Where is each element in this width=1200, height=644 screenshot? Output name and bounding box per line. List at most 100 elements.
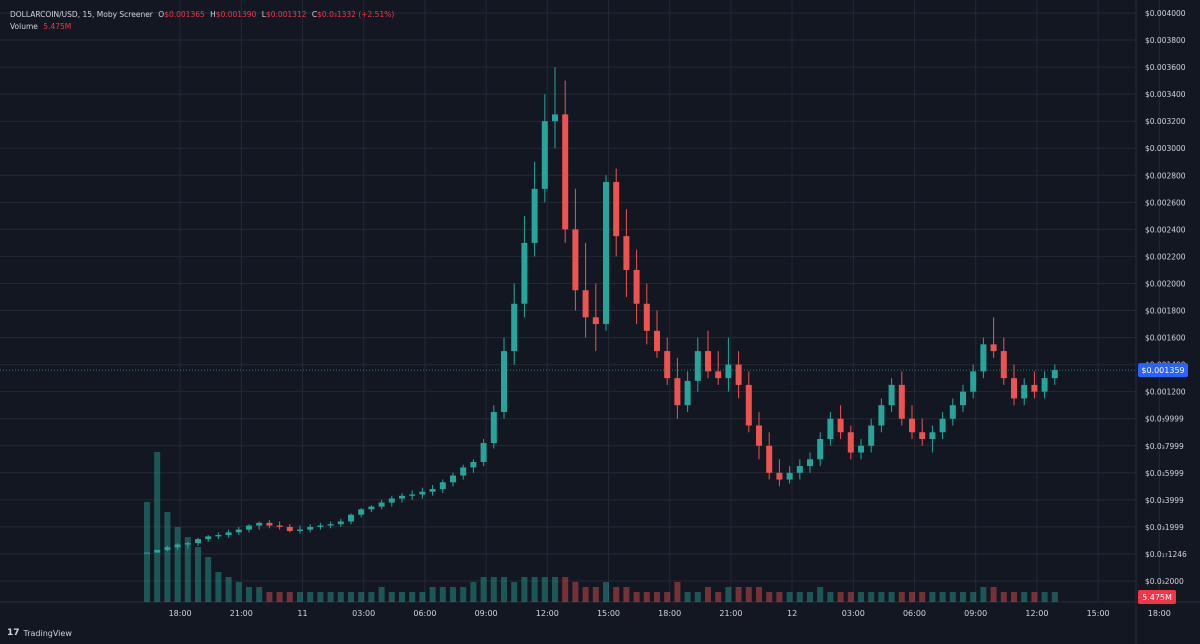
low-value: $0.001312 — [265, 10, 307, 19]
candle-body — [531, 188, 538, 243]
time-tick-label: 09:00 — [475, 609, 498, 618]
price-tick-label: $0.0₁₇1246 — [1145, 550, 1187, 559]
candle-body — [205, 536, 212, 540]
volume-value: 5.475M — [43, 22, 72, 31]
candle-body — [429, 489, 436, 492]
candle-body — [613, 182, 620, 237]
price-tick-label: $0.002800 — [1145, 171, 1186, 180]
price-tick-label: $0.004000 — [1145, 9, 1186, 18]
candle-body — [256, 522, 263, 526]
volume-bar — [909, 592, 915, 602]
candle-body — [898, 384, 905, 419]
last-price-tag-label: $0.001359 — [1141, 366, 1184, 375]
volume-bar — [623, 587, 630, 602]
volume-bar — [817, 587, 824, 602]
volume-bar — [184, 537, 191, 602]
candle-body — [154, 549, 161, 553]
high-value: $0.001390 — [215, 10, 257, 19]
close-label: C — [311, 10, 318, 19]
time-tick-label: 15:00 — [1087, 609, 1110, 618]
price-axis[interactable]: $0.004000 $0.003800 $0.003600 $0.003400 $0.0… — [1145, 9, 1187, 586]
candle-body — [358, 509, 365, 515]
candle-body — [970, 371, 977, 392]
axis-tags: $0.001359 5.475M — [0, 363, 1188, 604]
candle-body — [694, 351, 701, 381]
volume-bar — [1041, 592, 1048, 602]
volume-bar — [521, 577, 528, 602]
volume-bar — [368, 592, 375, 602]
volume-bar — [511, 582, 518, 602]
volume-bar — [378, 587, 385, 602]
candle-body — [144, 552, 150, 554]
candle-body — [878, 405, 885, 426]
candle-body — [246, 525, 252, 530]
volume-bar — [1011, 592, 1017, 602]
volume-bar — [337, 592, 344, 602]
volume-bar — [725, 587, 732, 602]
volume-bar — [297, 592, 303, 602]
time-tick-label: 11 — [297, 609, 307, 618]
candle-body — [266, 522, 273, 526]
tradingview-branding[interactable]: 17 TradingView — [7, 628, 72, 638]
symbol-title: DOLLARCOIN/USD, 15, Moby Screener — [10, 10, 153, 19]
volume-bar — [582, 587, 589, 602]
volume-bar — [898, 592, 905, 602]
price-tick-label: $0.0₃2000 — [1145, 577, 1184, 586]
time-tick-label: 06:00 — [903, 609, 926, 618]
volume-bar — [144, 502, 150, 602]
volume-bar — [633, 592, 640, 602]
price-tick-label: $0.002000 — [1145, 279, 1186, 288]
volume-bar — [572, 582, 579, 602]
volume-bar — [705, 587, 711, 602]
volume-bar — [552, 577, 558, 602]
candle-body — [592, 317, 599, 325]
candle-body — [1041, 378, 1048, 392]
candle-body — [399, 495, 405, 499]
candle-body — [174, 544, 181, 548]
candle-body — [674, 378, 681, 406]
candle-body — [929, 432, 936, 439]
volume-bar — [939, 592, 946, 602]
volume-bar — [419, 592, 426, 602]
time-axis[interactable]: 18:00 21:00 11 03:00 06:00 09:00 12:00 15:00 18:… — [169, 609, 1171, 618]
time-tick-label: 18:00 — [1148, 609, 1171, 618]
volume-bar — [674, 582, 681, 602]
volume-bar — [694, 592, 701, 602]
candle-body — [572, 229, 579, 291]
candle-body — [949, 405, 956, 419]
price-tick-label: $0.0₃7999 — [1145, 442, 1184, 451]
time-tick-label: 15:00 — [597, 609, 620, 618]
candle-body — [470, 461, 477, 468]
volume-bar — [235, 582, 242, 602]
candle-body — [1000, 351, 1007, 379]
time-tick-label: 12:00 — [1025, 609, 1048, 618]
candle-body — [460, 467, 467, 476]
candle-body — [766, 445, 773, 473]
volume-bar — [388, 592, 395, 602]
volume-bar — [266, 592, 273, 602]
volume-bar — [327, 592, 334, 602]
candle-body — [847, 432, 854, 453]
time-tick-label: 21:00 — [719, 609, 742, 618]
candle-body — [286, 526, 293, 531]
candle-body — [1031, 384, 1038, 392]
candle-body — [582, 290, 589, 318]
price-tick-label: $0.003800 — [1145, 36, 1186, 45]
candle-body — [745, 384, 752, 426]
low-label: L — [261, 10, 266, 19]
candle-body — [633, 269, 640, 304]
time-tick-label: 03:00 — [842, 609, 865, 618]
volume-bar — [613, 587, 620, 602]
volume-bar — [205, 557, 212, 602]
volume-bar — [664, 592, 671, 602]
ohlc-legend: DOLLARCOIN/USD, 15, Moby Screener O$0.00… — [10, 9, 394, 21]
candle-body — [368, 506, 375, 510]
volume-bar — [195, 547, 201, 602]
price-tick-label: $0.0₃3999 — [1145, 496, 1184, 505]
volume-bar — [286, 592, 293, 602]
candles — [144, 67, 1058, 554]
candle-body — [184, 543, 191, 545]
candle-body — [909, 418, 915, 433]
